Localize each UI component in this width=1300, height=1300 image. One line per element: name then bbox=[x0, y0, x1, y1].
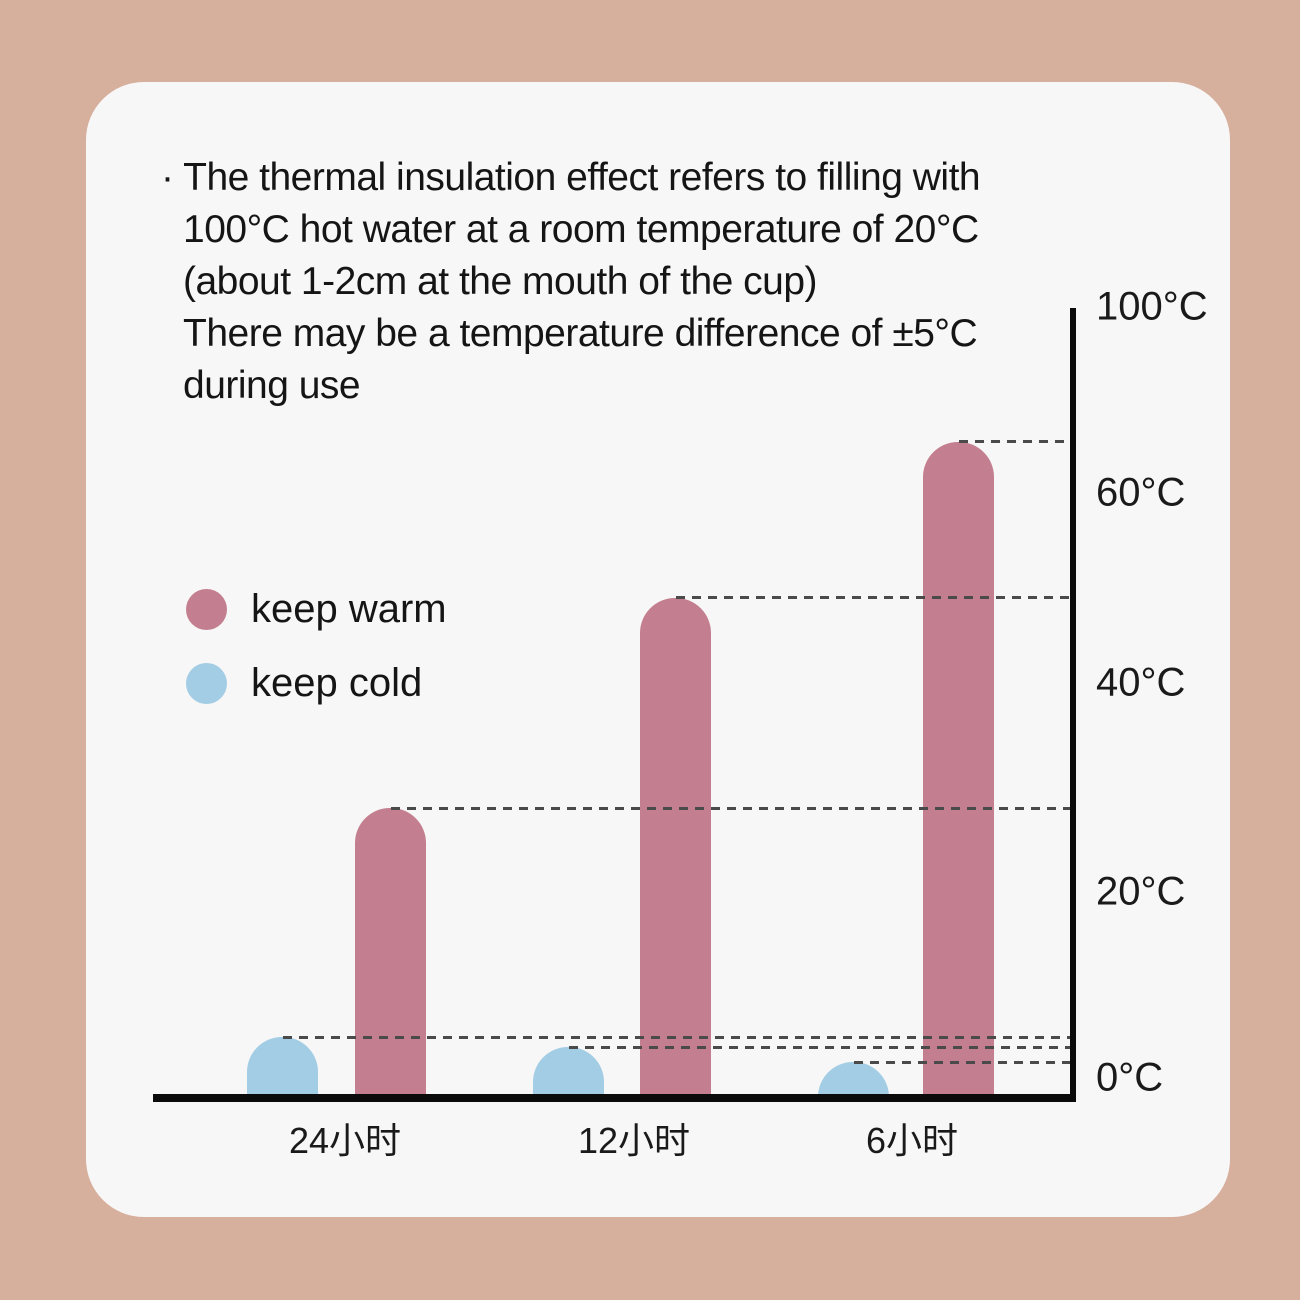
description-line: (about 1-2cm at the mouth of the cup) bbox=[183, 260, 818, 303]
legend-label: keep cold bbox=[251, 660, 423, 705]
description-text: · The thermal insulation effect refers t… bbox=[161, 152, 1043, 412]
keep-warm-dot-icon bbox=[186, 588, 227, 630]
legend-item-keep-warm: keep warm bbox=[186, 586, 447, 631]
description-line: There may be a temperature difference of… bbox=[183, 312, 978, 355]
description-line: 100°C hot water at a room temperature of… bbox=[183, 208, 979, 251]
legend-label: keep warm bbox=[251, 586, 447, 631]
chart-legend: keep warm keep cold bbox=[186, 586, 447, 736]
keep-cold-dot-icon bbox=[186, 662, 227, 704]
description-line: · The thermal insulation effect refers t… bbox=[161, 156, 981, 199]
legend-item-keep-cold: keep cold bbox=[186, 660, 447, 705]
description-line: during use bbox=[183, 364, 361, 407]
